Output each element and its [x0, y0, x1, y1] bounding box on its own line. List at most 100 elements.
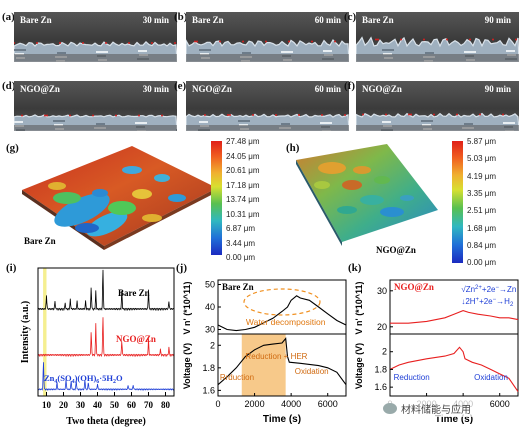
top-ytick-label: 20	[377, 322, 387, 332]
colorbar-h-tick: 2.51 μm	[467, 206, 497, 216]
colorbar-h-tick: 0.00 μm	[467, 258, 497, 268]
top-ytick-label: 30	[377, 286, 387, 296]
micrograph-b-sample: Bare Zn	[192, 15, 224, 25]
micrograph-e-sample: NGO@Zn	[192, 84, 232, 94]
bottom-ylabel: Voltage (V)	[182, 343, 192, 389]
panel-label-a: (a)	[2, 11, 15, 23]
panel-label-e: (e)	[174, 80, 187, 92]
xlabel: Time (s)	[263, 414, 301, 425]
top-ylabel: V n' (*10^11)	[182, 282, 192, 335]
colorbar-g-tick: 10.31 μm	[226, 209, 260, 219]
xrd-xtick-label: 10	[42, 400, 52, 410]
xrd-series-2	[37, 362, 175, 391]
colorbar-g-tick: 3.44 μm	[226, 238, 256, 248]
micrograph-c-sample: Bare Zn	[362, 15, 394, 25]
bottom-axes-frame	[217, 333, 347, 397]
ngo-zn-texture	[314, 162, 414, 217]
xrd-series-label-ngo: NGO@Zn	[116, 334, 156, 344]
panel-label-b: (b)	[174, 11, 188, 23]
water-decomposition-ellipse	[243, 288, 321, 316]
xrd-xtick-label: 70	[144, 400, 154, 410]
voltage-chart-bare-zn: 30 40 50 1.6 1.8 2 0 2000 4000 6000 V n' (*10^11) V…	[182, 279, 347, 425]
micrograph-f-sample: NGO@Zn	[362, 84, 402, 94]
top-ytick-label: 50	[205, 280, 215, 290]
colorbar-h-tick: 1.68 μm	[467, 223, 497, 233]
top-title: Bare Zn	[222, 282, 254, 292]
top-ytick-label: 30	[205, 325, 215, 335]
micrograph-e: NGO@Zn 60 min	[186, 81, 349, 131]
colorbar-h-tick: 5.03 μm	[467, 154, 497, 164]
watermark: 材料储能与应用	[380, 400, 474, 417]
xrd-series-1	[37, 317, 175, 358]
bottom-ytick-label: 1.6	[202, 385, 215, 395]
panel-label-j: (j)	[176, 262, 187, 274]
panel-label-d: (d)	[2, 80, 16, 92]
xrd-xtick-label: 30	[76, 400, 86, 410]
wechat-icon	[383, 403, 397, 414]
colorbar-g	[211, 141, 222, 255]
top-title: NGO@Zn	[394, 282, 434, 292]
micrograph-b: Bare Zn 60 min	[186, 12, 349, 62]
panel-label-i: (i)	[6, 262, 17, 274]
down-arrow-icon: ↓	[461, 297, 465, 306]
micrograph-f-time: 90 min	[484, 84, 511, 94]
bottom-axes-frame	[389, 333, 519, 397]
xtick-label: 2000	[245, 399, 265, 409]
xrd-chart: 10 20 30 40 50 60 70 80 Bare Zn NGO@Zn Zn4(SO4)…	[20, 267, 175, 427]
xtick-label: 4000	[281, 399, 301, 409]
xrd-highlight	[43, 268, 47, 396]
xrd-series-label-ref: Zn4(SO4)(OH)6·5H2O	[44, 373, 123, 385]
bottom-ytick-label: 2	[382, 347, 387, 357]
xrd-xlabel: Two theta (degree)	[66, 416, 146, 427]
micrograph-a-sample: Bare Zn	[20, 15, 52, 25]
top-ylabel: V n' (*10^11)	[354, 282, 364, 335]
region-label-oxidation: Oxidation	[474, 373, 508, 382]
check-icon: √	[461, 285, 466, 294]
colorbar-g-tick: 0.00 μm	[226, 253, 256, 262]
xtick-label: 6000	[318, 399, 338, 409]
colorbar-h-tick: 0.84 μm	[467, 240, 497, 250]
region-label-reduction: Reduction	[394, 373, 430, 382]
colorbar-g-tick: 6.87 μm	[226, 224, 256, 233]
region-label-her: Reduction + HER	[245, 352, 307, 361]
xrd-xtick-label: 40	[93, 400, 103, 410]
panel-label-f: (f)	[344, 80, 355, 92]
micrograph-e-time: 60 min	[314, 84, 341, 94]
region-label-oxidation: Oxidation	[295, 367, 329, 376]
xrd-series-label-bare: Bare Zn	[118, 288, 150, 298]
surface-h-sample: NGO@Zn	[376, 245, 416, 255]
colorbar-h-tick: 4.19 μm	[467, 171, 497, 181]
colorbar-h-tick: 3.35 μm	[467, 188, 497, 198]
micrograph-f: NGO@Zn 90 min	[356, 81, 519, 131]
colorbar-h-tick: 5.87 μm	[467, 137, 497, 146]
top-series-line	[390, 310, 519, 324]
xrd-axes-frame	[37, 267, 175, 397]
xrd-xtick-label: 80	[161, 400, 171, 410]
top-ytick-label: 40	[205, 302, 215, 312]
micrograph-d-sample: NGO@Zn	[20, 84, 60, 94]
bottom-ytick-label: 1.8	[374, 364, 387, 374]
bottom-series-line	[217, 337, 347, 386]
micrograph-c: Bare Zn 90 min	[356, 12, 519, 62]
surface-map-ngo-zn	[296, 144, 438, 246]
panel-label-c: (c)	[344, 11, 357, 23]
region-label-reduction: Rrduction	[220, 373, 254, 382]
micrograph-b-time: 60 min	[314, 15, 341, 25]
xtick-label: 6000	[490, 399, 510, 409]
bare-zn-low-regions	[48, 166, 186, 237]
xrd-series-0	[37, 269, 175, 312]
reaction-zn-deposition: √Zn2++2e−→Zn	[461, 285, 516, 294]
bottom-ylabel: Voltage (V)	[354, 343, 364, 389]
micrograph-d-time: 30 min	[142, 84, 169, 94]
her-region-band	[241, 334, 286, 396]
xtick-label: 0	[215, 399, 220, 409]
micrograph-a: Bare Zn 30 min	[14, 12, 177, 62]
colorbar-h	[452, 141, 463, 263]
xrd-ylabel: Intensity (a.u.)	[20, 301, 31, 364]
reaction-hydrogen-evolution: ↓2H++2e−→H2	[461, 297, 514, 308]
xlabel: Time (s)	[435, 414, 473, 425]
colorbar-g-tick: 17.18 μm	[226, 180, 260, 190]
colorbar-g-tick: 24.05 μm	[226, 151, 260, 161]
xrd-xtick-label: 60	[127, 400, 137, 410]
bottom-ytick-label: 1.8	[202, 363, 215, 373]
